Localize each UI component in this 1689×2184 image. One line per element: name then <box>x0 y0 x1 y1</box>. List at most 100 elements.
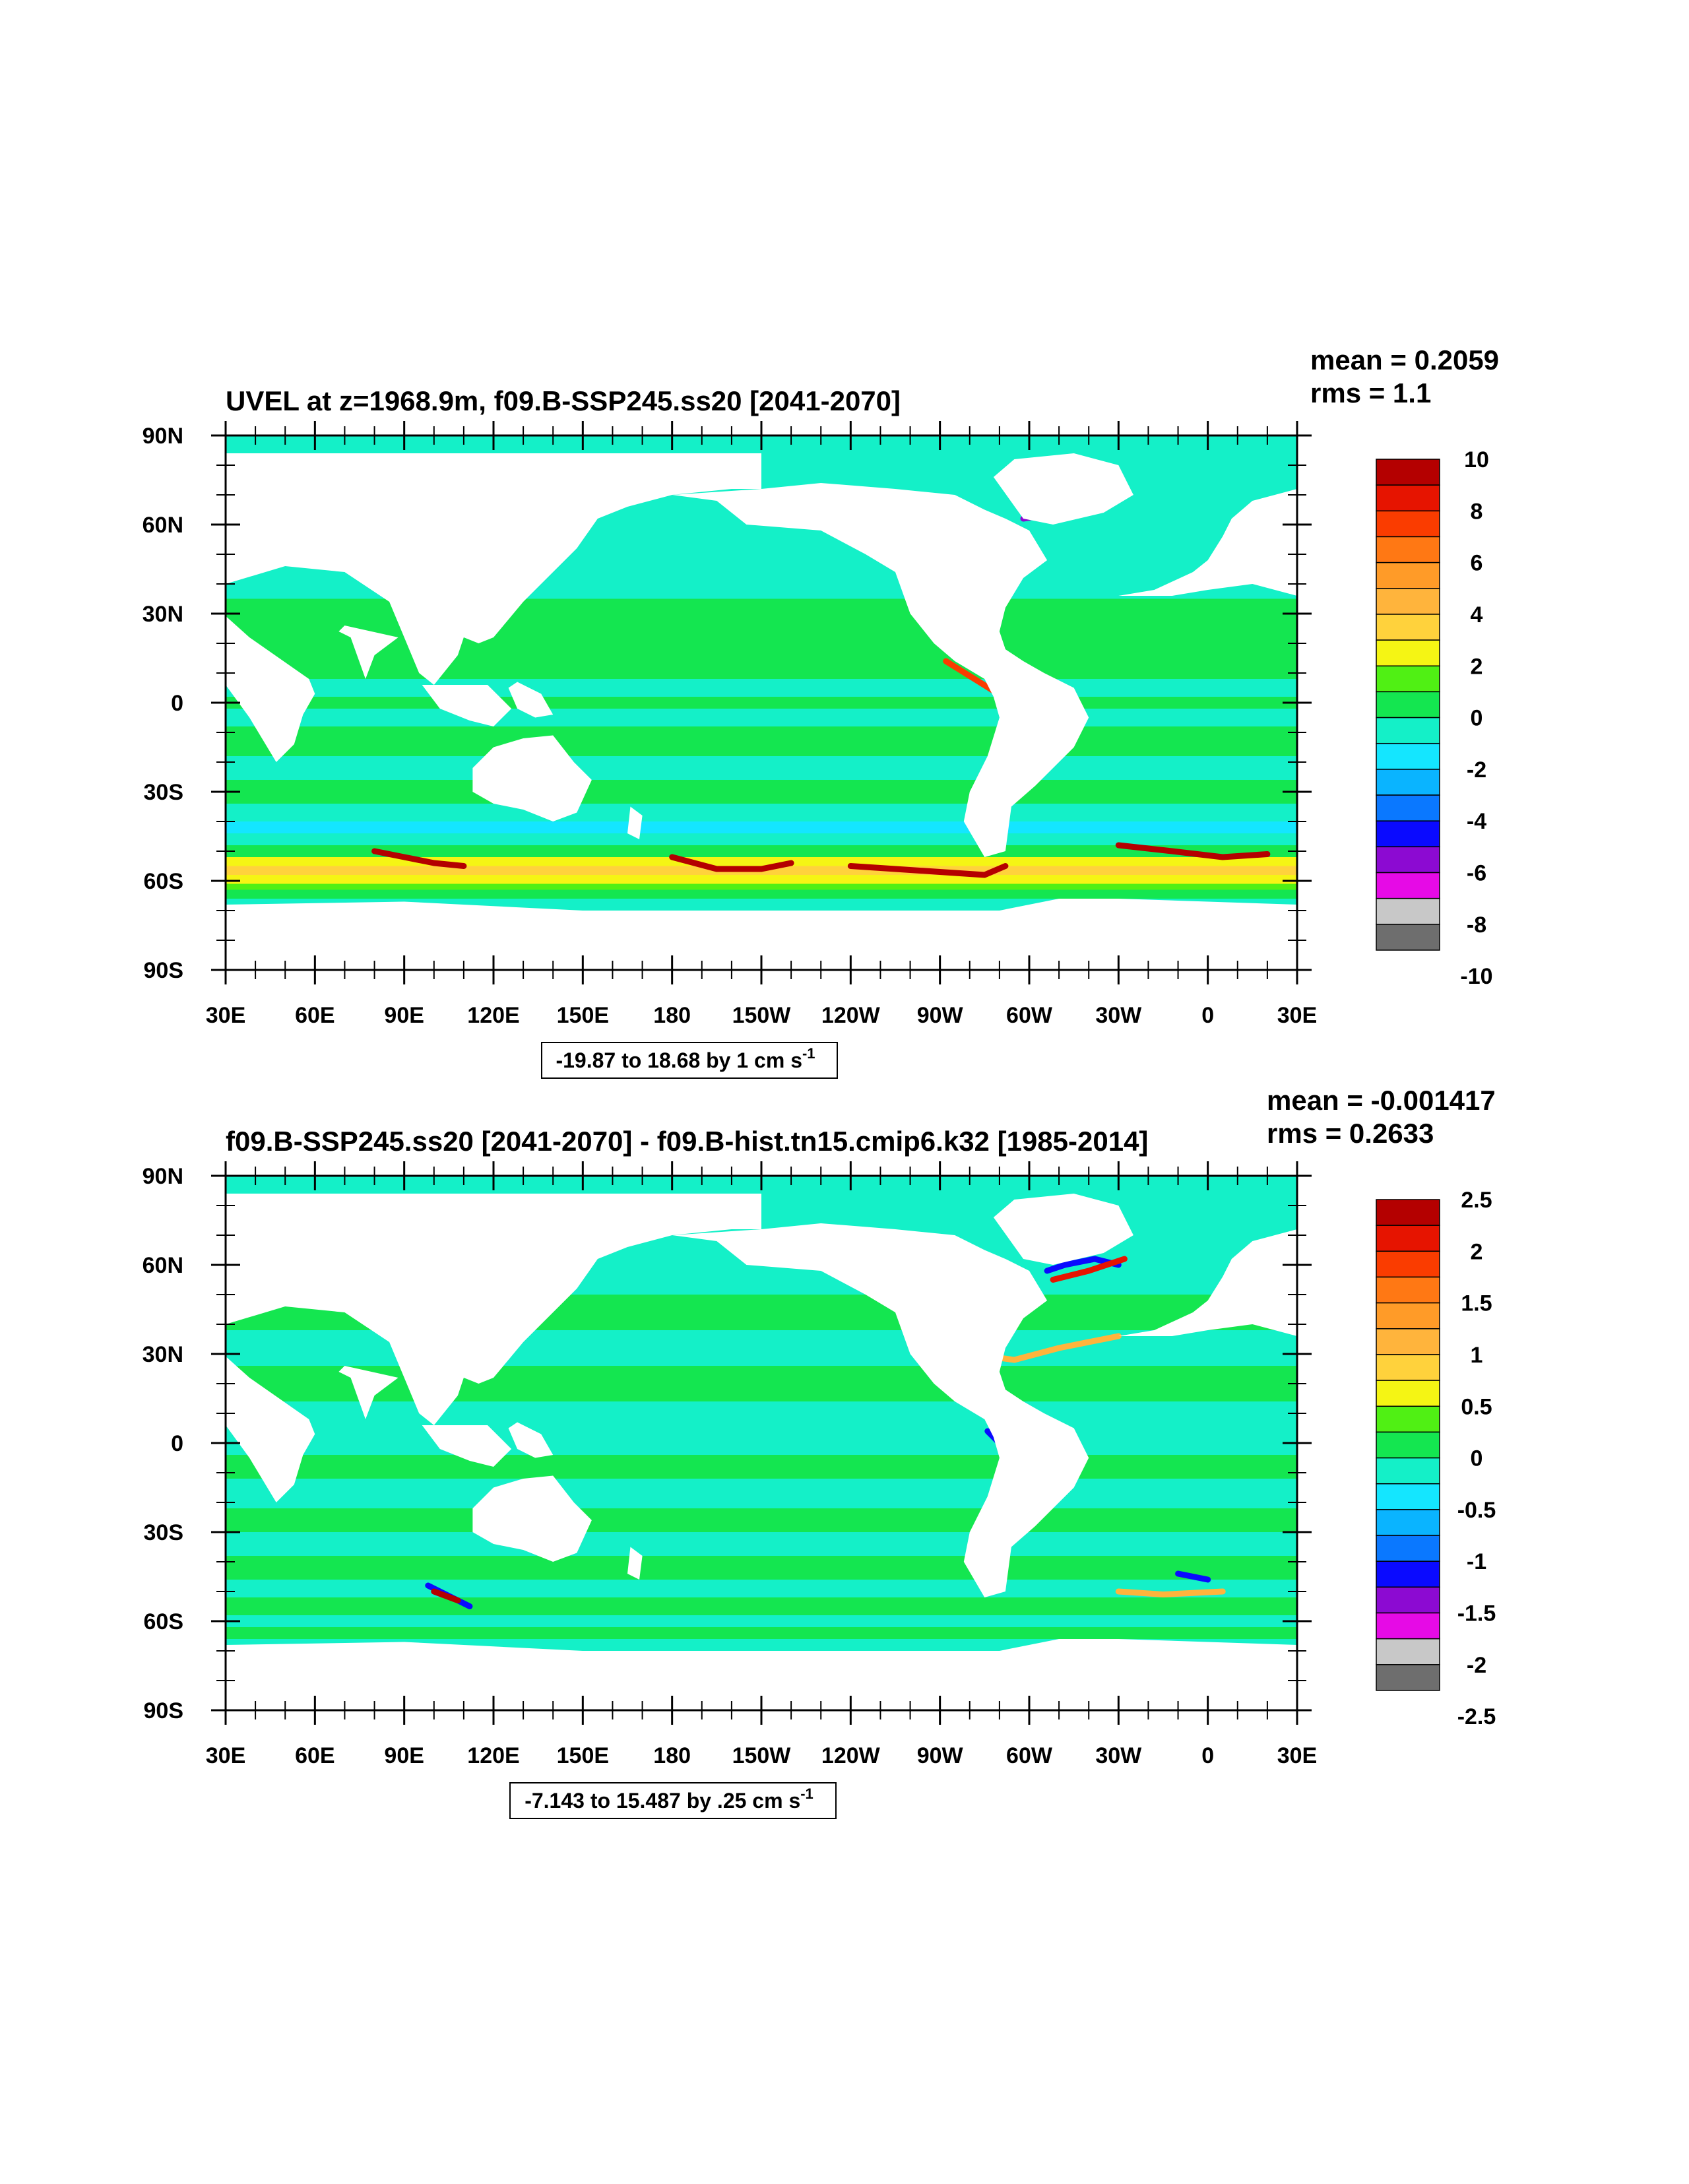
lon-label: 30W <box>1095 1743 1142 1768</box>
colorbar-label: -4 <box>1467 809 1486 834</box>
land-mask <box>226 1639 1297 1710</box>
contour-range-box <box>541 1042 838 1079</box>
contour-streak <box>1115 1588 1226 1597</box>
contour-range-text: -19.87 to 18.68 by 1 cm s-1 <box>556 1045 815 1072</box>
contour-band <box>226 1479 1297 1508</box>
colorbar-swatch <box>1376 742 1440 770</box>
colorbar-label: 2 <box>1471 654 1483 679</box>
colorbar-swatch <box>1376 1302 1440 1330</box>
mean-value: mean = 0.2059 <box>1310 344 1499 375</box>
contour-band <box>226 875 1297 884</box>
land-mask <box>993 1194 1133 1265</box>
colorbar-swatch <box>1376 665 1440 693</box>
colorbar-label: -0.5 <box>1457 1498 1496 1523</box>
land-mask <box>993 453 1133 525</box>
lon-label: 30W <box>1095 1003 1142 1028</box>
colorbar-label: 0 <box>1471 1446 1483 1471</box>
contour-band <box>226 726 1297 756</box>
land-mask <box>226 1356 315 1502</box>
land-mask <box>627 806 643 839</box>
colorbar-swatch <box>1376 536 1440 563</box>
lon-label: 60W <box>1006 1743 1053 1768</box>
land-mask <box>472 735 592 821</box>
colorbar-swatch <box>1376 1276 1440 1304</box>
colorbar-swatch <box>1376 588 1440 615</box>
contour-band <box>226 804 1297 821</box>
panel-title: UVEL at z=1968.9m, f09.B-SSP245.ss20 [20… <box>226 385 901 416</box>
contour-band <box>226 883 1297 890</box>
land-mask <box>508 1422 554 1458</box>
lat-label: 60S <box>144 1609 184 1634</box>
land-mask <box>226 899 1297 970</box>
colorbar-swatch <box>1376 484 1440 512</box>
land-mask <box>672 1223 1089 1597</box>
lon-label: 150E <box>557 1743 609 1768</box>
map-field <box>226 435 1297 970</box>
colorbar-swatch <box>1376 1457 1440 1485</box>
lat-label: 90N <box>143 1164 183 1189</box>
panel-title: f09.B-SSP245.ss20 [2041-2070] - f09.B-hi… <box>226 1126 1148 1157</box>
land-mask <box>338 626 398 679</box>
contour-streak <box>847 863 1009 878</box>
lon-label: 180 <box>653 1003 691 1028</box>
colorbar-swatch <box>1376 794 1440 821</box>
contour-band <box>226 780 1297 804</box>
contour-streak <box>1115 842 1271 860</box>
colorbar-label: 2 <box>1471 1239 1483 1264</box>
colorbar-swatch <box>1376 1225 1440 1252</box>
colorbar-label: 4 <box>1471 602 1483 627</box>
colorbar-swatch <box>1376 1405 1440 1433</box>
panel-bottom: 90N 60N 30N 0 30S 60S 90S 30E 60E 90E 120E 150E 180 1… <box>143 1085 1496 1819</box>
lon-label: 180 <box>653 1743 691 1768</box>
range-unit-exponent: -1 <box>800 1785 813 1802</box>
lon-label: 120E <box>467 1743 519 1768</box>
colorbar-label: -2 <box>1467 1653 1486 1678</box>
colorbar-swatch <box>1376 872 1440 899</box>
colorbar-label: 0 <box>1471 706 1483 731</box>
colorbar-swatch <box>1376 820 1440 848</box>
lon-label: 30E <box>206 1743 246 1768</box>
contour-band <box>226 833 1297 845</box>
lat-label: 90S <box>144 958 184 983</box>
contour-band <box>226 1597 1297 1615</box>
land-mask <box>226 616 315 762</box>
colorbar-label: -2 <box>1467 757 1486 783</box>
range-value: -7.143 to 15.487 by .25 cm s <box>525 1789 800 1813</box>
land-mask <box>226 1194 761 1425</box>
rms-value: rms = 0.2633 <box>1267 1118 1434 1149</box>
land-mask <box>422 1425 512 1467</box>
contour-band <box>226 1615 1297 1627</box>
land-mask <box>1118 489 1297 596</box>
lon-label: 90E <box>384 1743 424 1768</box>
colorbar-label: 0.5 <box>1461 1394 1492 1419</box>
lat-label: 30N <box>143 602 183 627</box>
contour-band <box>226 1556 1297 1580</box>
colorbar-swatch <box>1376 924 1440 951</box>
land-mask <box>422 685 512 726</box>
colorbar-label: 1 <box>1471 1343 1483 1368</box>
lon-label: 90W <box>917 1743 964 1768</box>
contour-band <box>226 1431 1297 1455</box>
contour-band <box>226 889 1297 899</box>
mean-value: mean = -0.001417 <box>1267 1085 1496 1116</box>
land-mask <box>672 483 1089 857</box>
colorbar-swatch <box>1376 1380 1440 1407</box>
contour-band <box>226 697 1297 709</box>
colorbar-swatch <box>1376 1560 1440 1588</box>
lon-label: 30E <box>1277 1003 1318 1028</box>
contour-band <box>226 1532 1297 1556</box>
lon-label: 90E <box>384 1003 424 1028</box>
contour-band <box>226 679 1297 697</box>
colorbar-swatch <box>1376 1483 1440 1510</box>
colorbar-label: -8 <box>1467 913 1486 938</box>
colorbar-swatch <box>1376 1250 1440 1278</box>
colorbar-label: -10 <box>1460 964 1492 989</box>
colorbar-swatch <box>1376 1586 1440 1614</box>
range-unit-exponent: -1 <box>802 1045 815 1062</box>
lat-label: 0 <box>171 691 183 716</box>
lat-label: 30S <box>144 780 184 805</box>
colorbar-swatch <box>1376 691 1440 719</box>
contour-band <box>226 845 1297 857</box>
colorbar-swatch <box>1376 1638 1440 1665</box>
